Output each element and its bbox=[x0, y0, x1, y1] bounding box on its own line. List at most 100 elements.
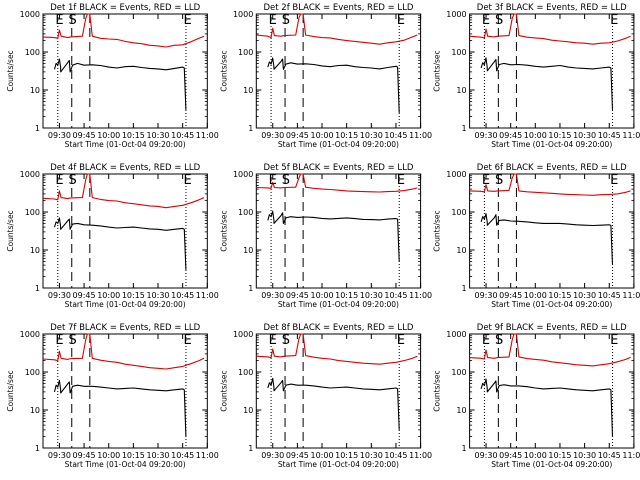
y-axis-label: Counts/sec bbox=[433, 50, 442, 91]
x-tick-label: 10:30 bbox=[573, 131, 596, 140]
series-line-lld bbox=[256, 173, 418, 193]
chart-title: Det 6f BLACK = Events, RED = LLD bbox=[477, 163, 627, 173]
y-tick-label: 1000 bbox=[446, 170, 466, 179]
series-line-events bbox=[53, 58, 187, 110]
y-tick-label: 1000 bbox=[233, 170, 253, 179]
chart-panel-3: Det 3f BLACK = Events, RED = LLD 1 10 100 10… bbox=[433, 3, 640, 149]
x-tick-label: 10:45 bbox=[171, 131, 194, 140]
x-tick-label: 09:30 bbox=[48, 291, 71, 300]
x-tick-label: 10:00 bbox=[97, 131, 120, 140]
y-tick-label: 10 bbox=[456, 406, 466, 415]
plot-frame bbox=[42, 13, 208, 129]
x-tick-label: 10:15 bbox=[122, 451, 145, 460]
series-line-events bbox=[267, 57, 400, 113]
series-line-lld bbox=[42, 173, 205, 209]
chart-panel-7: Det 7f BLACK = Events, RED = LLD 1 10 100 10… bbox=[6, 323, 219, 469]
y-tick-label: 1000 bbox=[233, 10, 253, 19]
x-axis-label: Start Time (01-Oct-04 09:20:00) bbox=[65, 300, 186, 309]
y-tick-label: 100 bbox=[25, 208, 40, 217]
x-tick-label: 09:30 bbox=[261, 291, 284, 300]
x-axis-label: Start Time (01-Oct-04 09:20:00) bbox=[278, 300, 399, 309]
series-line-lld bbox=[42, 13, 205, 48]
x-tick-label: 10:45 bbox=[598, 131, 621, 140]
x-tick-label: 10:00 bbox=[97, 291, 120, 300]
series-line-lld bbox=[469, 13, 631, 45]
x-tick-label: 11:00 bbox=[622, 291, 640, 300]
plot-frame bbox=[42, 333, 208, 449]
series-line-lld bbox=[469, 333, 631, 367]
x-tick-label: 10:15 bbox=[335, 451, 358, 460]
x-tick-label: 10:45 bbox=[171, 451, 194, 460]
y-tick-label: 100 bbox=[238, 208, 253, 217]
y-axis-label: Counts/sec bbox=[219, 210, 228, 251]
series-line-events bbox=[53, 379, 187, 437]
y-tick-label: 1000 bbox=[20, 170, 40, 179]
x-tick-label: 11:00 bbox=[196, 451, 219, 460]
y-axis-label: Counts/sec bbox=[6, 370, 15, 411]
x-tick-label: 10:15 bbox=[548, 131, 571, 140]
chart-panel-1: Det 1f BLACK = Events, RED = LLD 1 10 100 10… bbox=[6, 3, 219, 149]
x-tick-label: 11:00 bbox=[196, 131, 219, 140]
interval-marker-label: E bbox=[397, 13, 405, 28]
x-tick-label: 09:45 bbox=[73, 291, 96, 300]
chart-panel-2: Det 2f BLACK = Events, RED = LLD 1 10 100 10… bbox=[219, 3, 432, 149]
x-tick-label: 10:15 bbox=[548, 291, 571, 300]
interval-marker-label: S bbox=[68, 333, 76, 348]
x-tick-label: 10:15 bbox=[548, 451, 571, 460]
interval-marker-label: E bbox=[183, 173, 191, 188]
chart-title: Det 4f BLACK = Events, RED = LLD bbox=[50, 163, 200, 173]
x-tick-label: 09:30 bbox=[474, 291, 497, 300]
x-tick-label: 10:45 bbox=[598, 451, 621, 460]
y-tick-label: 1 bbox=[248, 284, 253, 293]
y-tick-label: 100 bbox=[238, 368, 253, 377]
chart-title: Det 3f BLACK = Events, RED = LLD bbox=[477, 3, 627, 13]
x-tick-label: 10:00 bbox=[97, 451, 120, 460]
series-line-events bbox=[480, 57, 614, 110]
interval-marker-label: E bbox=[482, 173, 490, 188]
y-tick-label: 1000 bbox=[20, 330, 40, 339]
x-tick-label: 10:15 bbox=[335, 131, 358, 140]
interval-marker-label: E bbox=[269, 173, 277, 188]
series-line-events bbox=[267, 377, 400, 430]
y-tick-label: 1000 bbox=[233, 330, 253, 339]
series-line-lld bbox=[256, 13, 418, 45]
y-tick-label: 100 bbox=[238, 48, 253, 57]
chart-title: Det 9f BLACK = Events, RED = LLD bbox=[477, 323, 627, 333]
y-tick-label: 10 bbox=[243, 406, 253, 415]
y-tick-label: 1000 bbox=[446, 330, 466, 339]
interval-marker-label: S bbox=[282, 173, 290, 188]
x-axis-label: Start Time (01-Oct-04 09:20:00) bbox=[65, 140, 186, 149]
chart-title: Det 1f BLACK = Events, RED = LLD bbox=[50, 3, 200, 13]
interval-marker-label: E bbox=[482, 13, 490, 28]
y-tick-label: 100 bbox=[451, 48, 466, 57]
interval-marker-label: E bbox=[55, 13, 63, 28]
x-tick-label: 10:30 bbox=[360, 291, 383, 300]
x-tick-label: 10:30 bbox=[146, 451, 169, 460]
x-tick-label: 10:30 bbox=[360, 131, 383, 140]
y-tick-label: 1 bbox=[462, 124, 467, 133]
series-line-events bbox=[267, 210, 400, 262]
y-tick-label: 10 bbox=[243, 86, 253, 95]
interval-marker-label: E bbox=[397, 333, 405, 348]
x-tick-label: 11:00 bbox=[622, 131, 640, 140]
y-tick-label: 1 bbox=[462, 284, 467, 293]
x-tick-label: 10:30 bbox=[360, 451, 383, 460]
plot-frame bbox=[255, 13, 422, 129]
y-tick-label: 100 bbox=[25, 48, 40, 57]
chart-title: Det 8f BLACK = Events, RED = LLD bbox=[263, 323, 413, 333]
x-tick-label: 09:30 bbox=[474, 451, 497, 460]
x-tick-label: 09:45 bbox=[499, 451, 522, 460]
interval-marker-label: E bbox=[183, 333, 191, 348]
x-tick-label: 10:45 bbox=[171, 291, 194, 300]
y-tick-label: 1 bbox=[35, 444, 40, 453]
x-tick-label: 10:00 bbox=[310, 131, 333, 140]
y-tick-label: 10 bbox=[30, 86, 40, 95]
interval-marker-label: S bbox=[495, 13, 503, 28]
y-tick-label: 10 bbox=[456, 86, 466, 95]
chart-panel-8: Det 8f BLACK = Events, RED = LLD 1 10 100 10… bbox=[219, 323, 432, 469]
interval-marker-label: E bbox=[55, 173, 63, 188]
x-axis-label: Start Time (01-Oct-04 09:20:00) bbox=[491, 140, 612, 149]
x-tick-label: 09:30 bbox=[48, 451, 71, 460]
x-axis-label: Start Time (01-Oct-04 09:20:00) bbox=[65, 460, 186, 469]
